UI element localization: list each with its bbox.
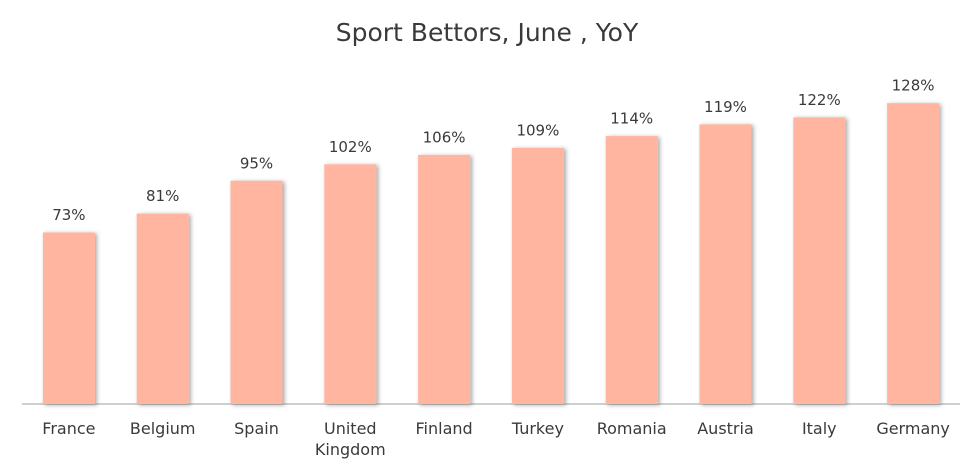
data-label: 95% — [240, 154, 273, 172]
bar — [699, 124, 752, 404]
data-label: 106% — [423, 128, 466, 146]
x-tick-label: Belgium — [129, 419, 196, 438]
x-tick-label: Turkey — [511, 419, 564, 438]
x-tick-label: Italy — [801, 419, 837, 438]
data-label: 128% — [892, 77, 935, 95]
bar — [42, 232, 95, 404]
bar — [887, 103, 940, 404]
x-tick-label: United Kingdom — [314, 419, 386, 459]
data-label: 119% — [704, 98, 747, 116]
bar — [324, 164, 377, 404]
x-tick-label: Germany — [876, 419, 950, 438]
bar — [418, 154, 471, 404]
data-label: 81% — [146, 187, 179, 205]
x-tick-label: Finland — [415, 419, 473, 438]
data-label: 73% — [52, 206, 85, 224]
bar — [511, 147, 564, 404]
bar — [605, 136, 658, 404]
data-label: 122% — [798, 91, 841, 109]
x-tick-label: Spain — [234, 419, 279, 438]
data-label: 109% — [516, 121, 559, 139]
bar — [793, 117, 846, 405]
data-label: 102% — [329, 138, 372, 156]
x-tick-label: France — [42, 419, 96, 438]
bar — [230, 180, 283, 404]
chart-title: Sport Bettors, June , YoY — [336, 18, 639, 47]
data-label: 114% — [610, 110, 653, 128]
bar — [136, 213, 189, 404]
x-tick-label: Austria — [697, 419, 754, 438]
x-tick-label: Romania — [596, 419, 667, 438]
